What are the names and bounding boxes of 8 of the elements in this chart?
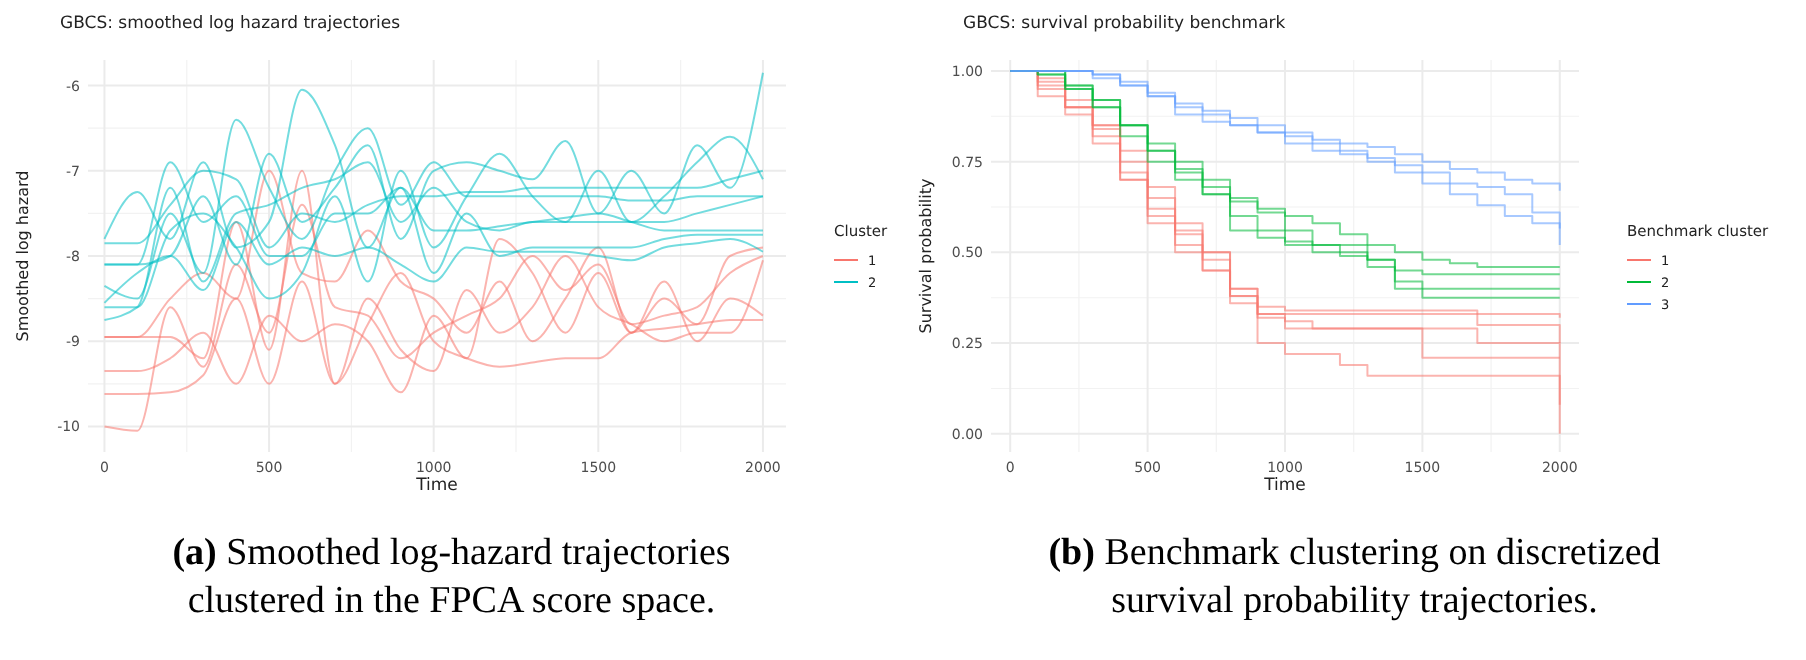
y-axis-title: Smoothed log hazard [14, 170, 32, 342]
x-axis-title: Time [414, 476, 458, 496]
x-axis-title: Time [1262, 476, 1306, 496]
text: (a) Smoothed log-hazard trajectories clustered in the FPCA score space. [172, 532, 731, 622]
chart-title: GBCS: smoothed log hazard trajectories [60, 14, 402, 34]
chart-title: GBCS: survival probability benchmark [963, 14, 1286, 34]
y-axis-title: Survival probability [917, 177, 935, 334]
text: (b) Benchmark clustering on discretized survival probability trajectories. [1048, 532, 1662, 622]
